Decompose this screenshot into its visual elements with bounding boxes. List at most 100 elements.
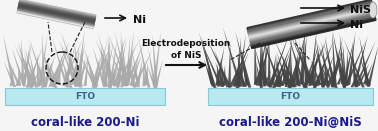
Polygon shape	[359, 36, 370, 84]
Polygon shape	[26, 68, 33, 88]
Polygon shape	[276, 60, 282, 86]
Polygon shape	[281, 60, 290, 86]
Polygon shape	[29, 68, 40, 88]
Polygon shape	[145, 62, 148, 85]
Polygon shape	[219, 59, 222, 86]
Polygon shape	[316, 69, 324, 86]
Polygon shape	[29, 39, 46, 84]
Polygon shape	[99, 49, 114, 85]
Polygon shape	[332, 31, 337, 87]
Polygon shape	[39, 61, 42, 86]
Polygon shape	[321, 63, 331, 86]
Polygon shape	[47, 58, 58, 84]
Polygon shape	[268, 55, 282, 85]
Polygon shape	[115, 32, 129, 84]
Polygon shape	[234, 52, 249, 87]
Polygon shape	[22, 38, 25, 84]
Text: of NiS: of NiS	[171, 50, 201, 59]
Polygon shape	[68, 61, 78, 86]
Polygon shape	[326, 66, 337, 86]
Polygon shape	[295, 58, 300, 86]
Polygon shape	[48, 41, 70, 87]
Polygon shape	[292, 30, 312, 84]
Polygon shape	[199, 32, 217, 88]
Polygon shape	[221, 59, 224, 87]
Polygon shape	[316, 37, 324, 85]
Polygon shape	[287, 31, 306, 87]
Polygon shape	[76, 40, 85, 85]
Polygon shape	[295, 57, 298, 85]
Polygon shape	[290, 44, 293, 86]
Polygon shape	[241, 50, 248, 85]
Polygon shape	[350, 65, 362, 87]
Polygon shape	[125, 36, 130, 85]
Polygon shape	[116, 39, 126, 88]
Polygon shape	[345, 50, 348, 86]
Polygon shape	[263, 41, 266, 85]
Polygon shape	[352, 43, 357, 86]
Polygon shape	[130, 59, 140, 84]
Polygon shape	[75, 42, 80, 85]
Polygon shape	[353, 65, 359, 84]
Polygon shape	[285, 57, 291, 86]
Polygon shape	[272, 44, 292, 88]
Polygon shape	[39, 34, 48, 85]
Text: Ni: Ni	[133, 15, 146, 25]
Polygon shape	[120, 68, 124, 87]
Polygon shape	[110, 50, 126, 85]
Polygon shape	[62, 39, 83, 86]
Polygon shape	[113, 59, 122, 85]
Polygon shape	[64, 45, 73, 86]
Polygon shape	[52, 56, 63, 87]
Bar	[5, 88, 165, 105]
Polygon shape	[308, 48, 320, 86]
Polygon shape	[42, 34, 45, 87]
Polygon shape	[60, 53, 73, 88]
Polygon shape	[282, 67, 287, 84]
Polygon shape	[285, 36, 292, 85]
Polygon shape	[283, 63, 293, 86]
Polygon shape	[259, 70, 263, 88]
Polygon shape	[103, 44, 113, 84]
Polygon shape	[74, 49, 83, 87]
Polygon shape	[269, 34, 289, 88]
Polygon shape	[342, 39, 354, 86]
Polygon shape	[104, 35, 110, 87]
Polygon shape	[108, 34, 130, 85]
Polygon shape	[41, 54, 56, 88]
Polygon shape	[52, 37, 69, 87]
Polygon shape	[362, 52, 369, 86]
Polygon shape	[237, 55, 246, 87]
Polygon shape	[343, 44, 347, 85]
Polygon shape	[4, 61, 16, 87]
Polygon shape	[321, 40, 330, 88]
Polygon shape	[29, 52, 38, 88]
Polygon shape	[97, 32, 116, 86]
Polygon shape	[331, 45, 343, 87]
Polygon shape	[236, 66, 247, 87]
Polygon shape	[223, 65, 226, 85]
Polygon shape	[129, 58, 135, 85]
Polygon shape	[108, 68, 117, 88]
Polygon shape	[70, 52, 80, 85]
Polygon shape	[204, 59, 214, 84]
Polygon shape	[330, 48, 345, 84]
Polygon shape	[354, 41, 375, 87]
Polygon shape	[296, 55, 301, 86]
Polygon shape	[84, 48, 98, 86]
Polygon shape	[126, 51, 133, 85]
Polygon shape	[261, 38, 266, 84]
Polygon shape	[259, 40, 262, 84]
Polygon shape	[138, 36, 150, 88]
Polygon shape	[336, 46, 346, 87]
Polygon shape	[78, 51, 96, 86]
Polygon shape	[108, 35, 112, 87]
Polygon shape	[12, 47, 26, 87]
Polygon shape	[311, 63, 314, 84]
Polygon shape	[64, 68, 70, 87]
Polygon shape	[24, 52, 31, 84]
Polygon shape	[339, 68, 345, 87]
Polygon shape	[260, 48, 263, 86]
Polygon shape	[259, 42, 262, 86]
Polygon shape	[148, 47, 157, 88]
